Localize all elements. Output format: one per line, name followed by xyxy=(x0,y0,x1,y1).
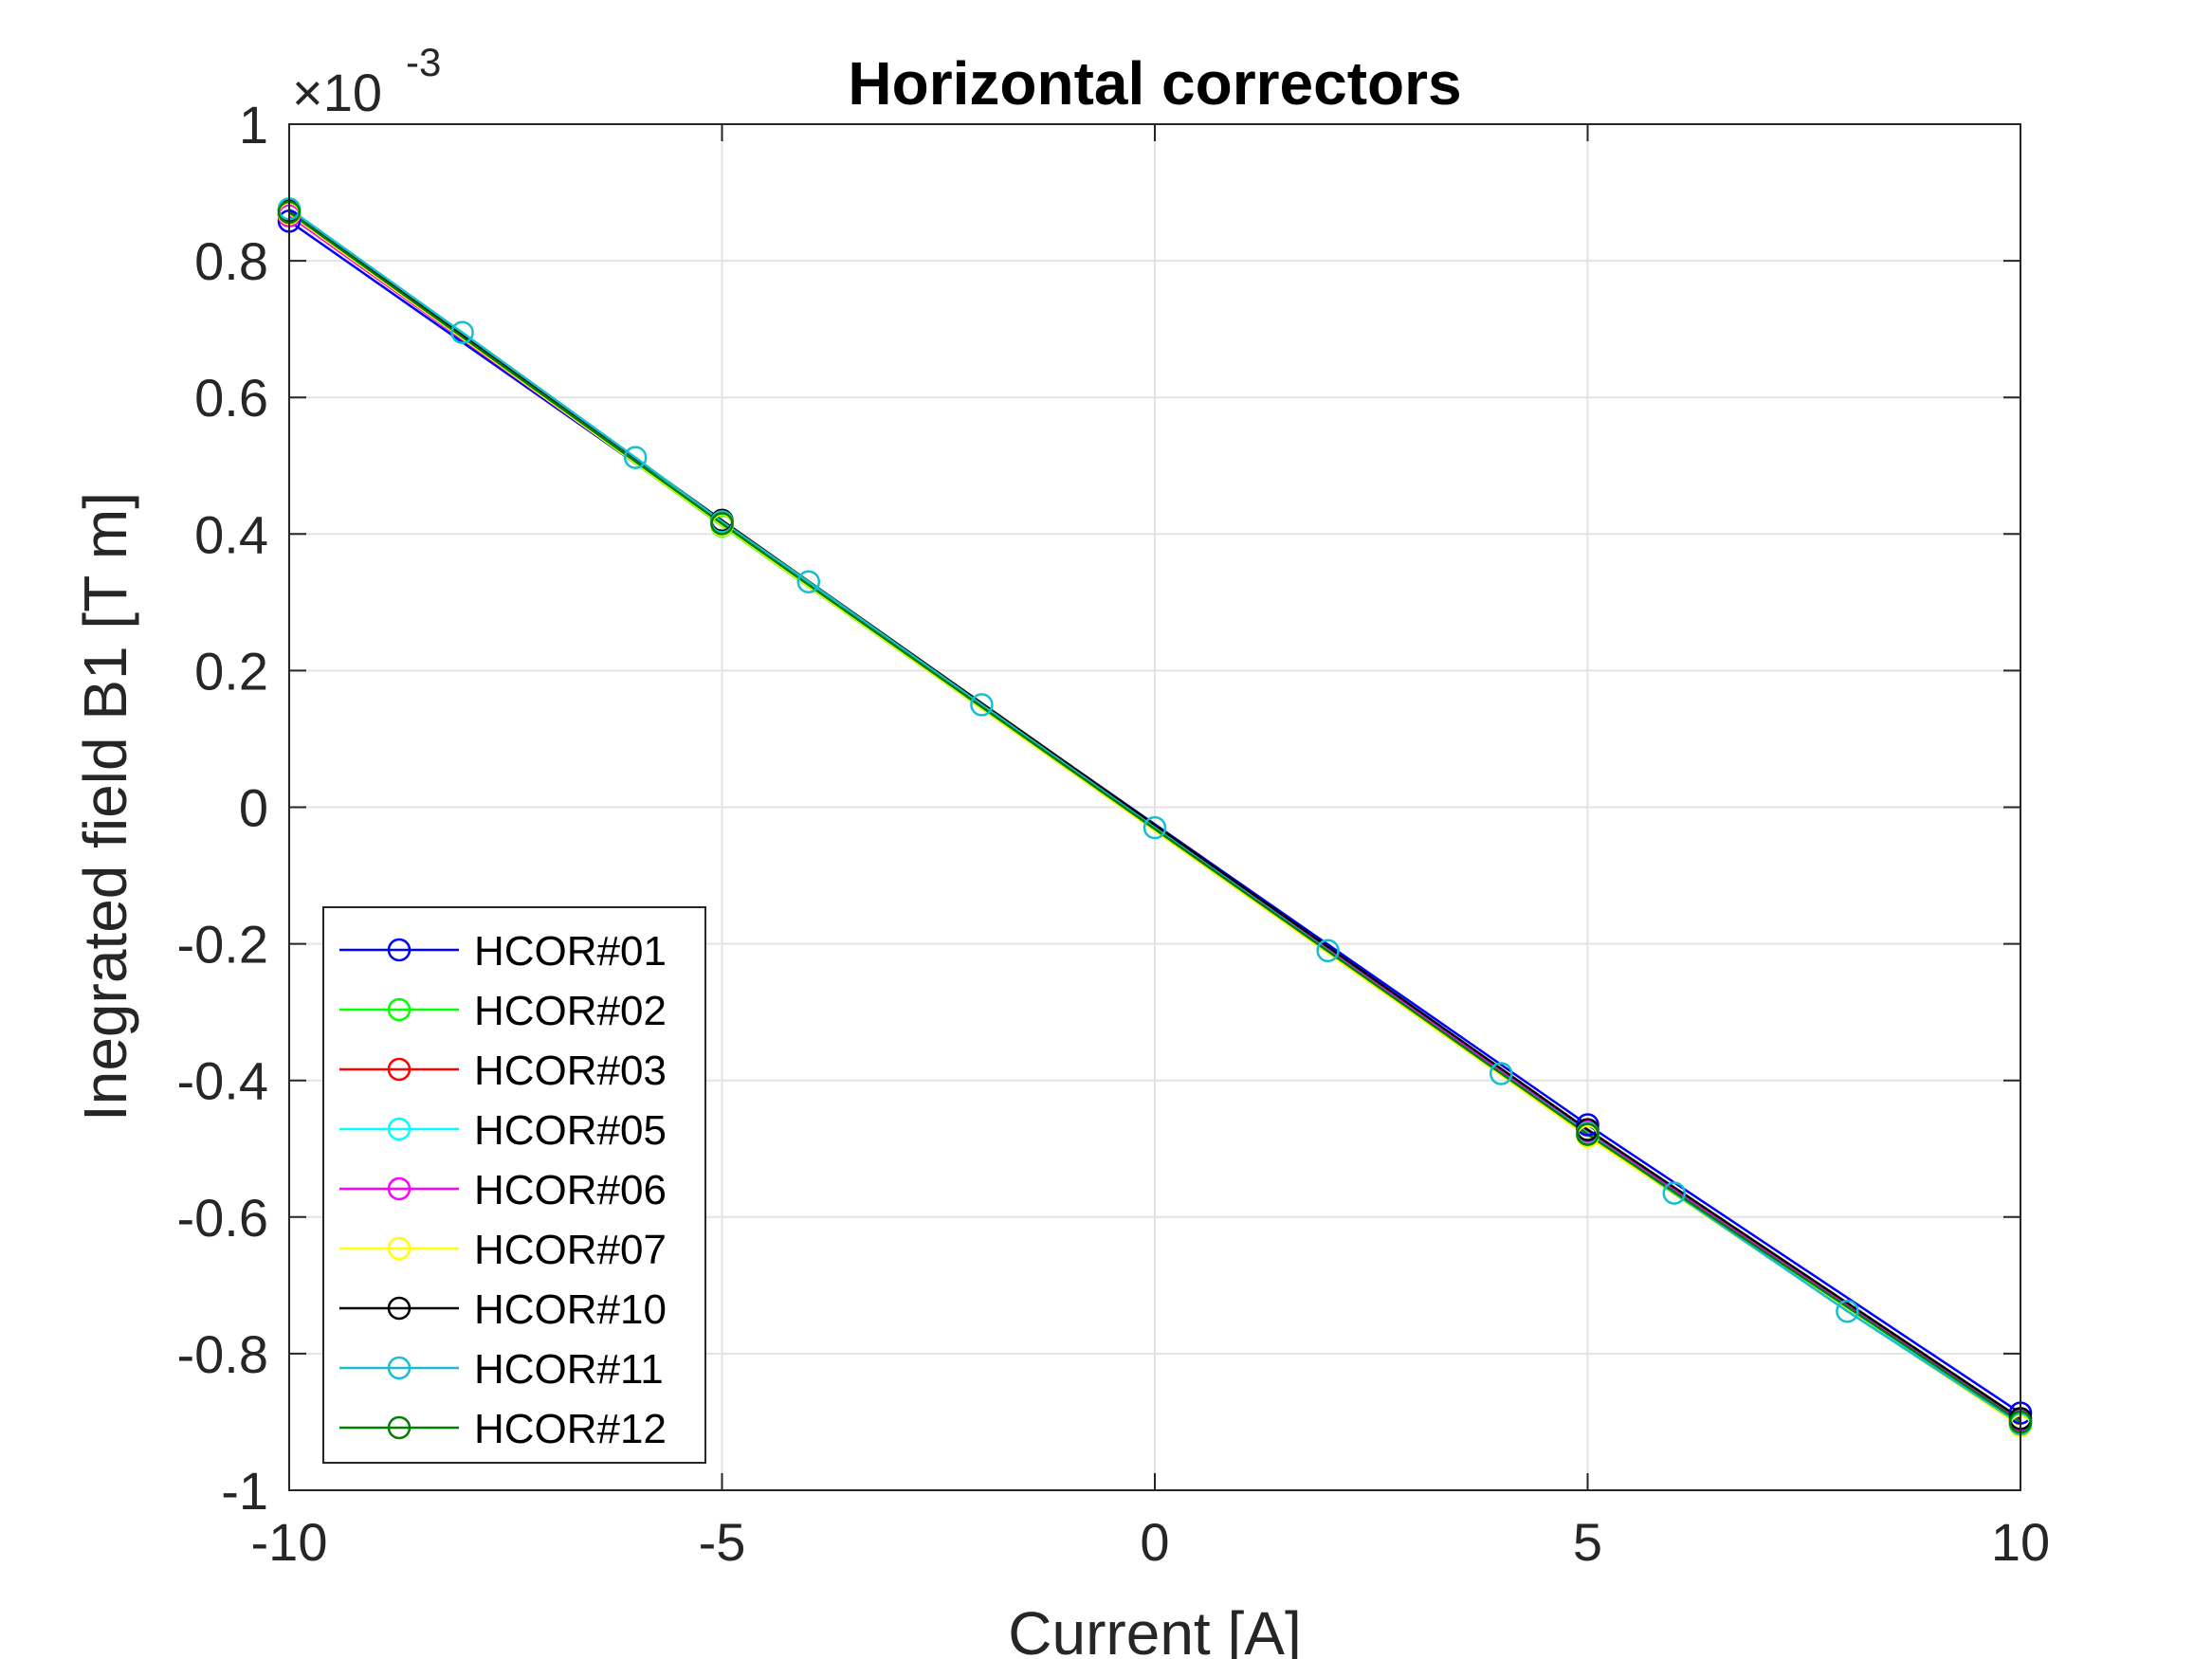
legend-label: HCOR#07 xyxy=(474,1227,667,1273)
data-point-HCOR11 xyxy=(450,320,474,345)
y-tick-label: 0 xyxy=(239,778,268,838)
series-line-HCOR12 xyxy=(288,210,2021,1424)
y-exponent-base: ×10 xyxy=(292,63,382,122)
chart-title: Horizontal correctors xyxy=(848,49,1461,118)
legend-entry-HCOR01: HCOR#01 xyxy=(339,928,667,975)
y-tick-label: -0.2 xyxy=(177,915,269,975)
legend-label: HCOR#06 xyxy=(474,1167,667,1213)
y-exponent: ×10 -3 xyxy=(292,40,441,122)
y-exponent-power: -3 xyxy=(406,40,441,84)
legend-marker-swatch xyxy=(387,1176,411,1201)
legend-entries: HCOR#01 HCOR#02 HCOR#03 HCOR#05 HCOR#06 HCOR#… xyxy=(339,928,667,1452)
data-point-HCOR11 xyxy=(623,446,648,469)
data-point-HCOR12 xyxy=(1576,1122,1600,1146)
data-point-HCOR11 xyxy=(796,570,821,593)
axis-ticks xyxy=(288,123,2021,1491)
data-point-HCOR11 xyxy=(1143,815,1167,840)
x-tick-labels: -10 -5 0 5 10 xyxy=(251,1512,2051,1572)
legend-label: HCOR#11 xyxy=(474,1346,664,1393)
y-tick-label: -0.8 xyxy=(177,1324,269,1384)
x-tick-label: 5 xyxy=(1573,1512,1602,1572)
legend: HCOR#01 HCOR#02 HCOR#03 HCOR#05 HCOR#06 HCOR#… xyxy=(322,906,706,1464)
legend-marker-swatch xyxy=(387,1296,411,1321)
x-tick-label: -10 xyxy=(251,1512,328,1572)
y-tick-label: 0.8 xyxy=(194,231,268,291)
legend-marker-swatch xyxy=(387,997,411,1022)
legend-entry-HCOR03: HCOR#03 xyxy=(339,1048,667,1094)
legend-entry-HCOR02: HCOR#02 xyxy=(339,988,667,1034)
data-point-HCOR11 xyxy=(1489,1062,1513,1085)
legend-label: HCOR#10 xyxy=(474,1286,667,1333)
legend-marker-swatch xyxy=(387,1117,411,1141)
legend-marker-swatch xyxy=(387,1236,411,1261)
x-tick-label: 0 xyxy=(1140,1512,1169,1572)
legend-label: HCOR#03 xyxy=(474,1048,667,1094)
y-tick-label: -1 xyxy=(221,1461,268,1521)
legend-marker-swatch xyxy=(387,1057,411,1082)
y-tick-label: 0.2 xyxy=(194,641,268,701)
y-tick-label: 0.6 xyxy=(194,368,268,428)
y-axis-label: Inegrated field B1 [T m] xyxy=(71,492,139,1121)
y-tick-labels: -1 -0.8 -0.6 -0.4 -0.2 0 0.2 0.4 0.6 0.8 1 xyxy=(177,95,269,1521)
data-point-HCOR11 xyxy=(970,693,994,717)
x-axis-label: Current [A] xyxy=(1008,1599,1301,1659)
legend-marker-swatch xyxy=(387,1415,411,1440)
legend-entry-HCOR10: HCOR#10 xyxy=(339,1286,667,1333)
legend-entry-HCOR05: HCOR#05 xyxy=(339,1107,667,1154)
legend-box xyxy=(322,906,706,1464)
y-tick-label: -0.4 xyxy=(177,1051,269,1111)
legend-entry-HCOR06: HCOR#06 xyxy=(339,1167,667,1213)
legend-entry-HCOR12: HCOR#12 xyxy=(339,1406,667,1452)
legend-label: HCOR#02 xyxy=(474,988,667,1034)
series-line-HCOR10 xyxy=(288,209,2021,1420)
x-tick-label: 10 xyxy=(1991,1512,2050,1572)
legend-marker-swatch xyxy=(387,938,411,962)
y-tick-label: 1 xyxy=(239,95,268,155)
data-point-HCOR11 xyxy=(1836,1299,1859,1323)
data-point-HCOR11 xyxy=(1662,1181,1687,1205)
y-tick-label: 0.4 xyxy=(194,504,268,564)
data-point-HCOR12 xyxy=(710,512,734,536)
y-tick-label: -0.6 xyxy=(177,1188,269,1248)
series-lines xyxy=(288,208,2021,1428)
legend-label: HCOR#05 xyxy=(474,1107,667,1154)
legend-entry-HCOR11: HCOR#11 xyxy=(339,1346,664,1393)
legend-label: HCOR#12 xyxy=(474,1406,667,1452)
legend-label: HCOR#01 xyxy=(474,928,667,975)
data-point-HCOR11 xyxy=(1316,939,1340,963)
x-tick-label: -5 xyxy=(699,1512,746,1572)
legend-entry-HCOR07: HCOR#07 xyxy=(339,1227,667,1273)
legend-marker-swatch xyxy=(387,1356,411,1380)
